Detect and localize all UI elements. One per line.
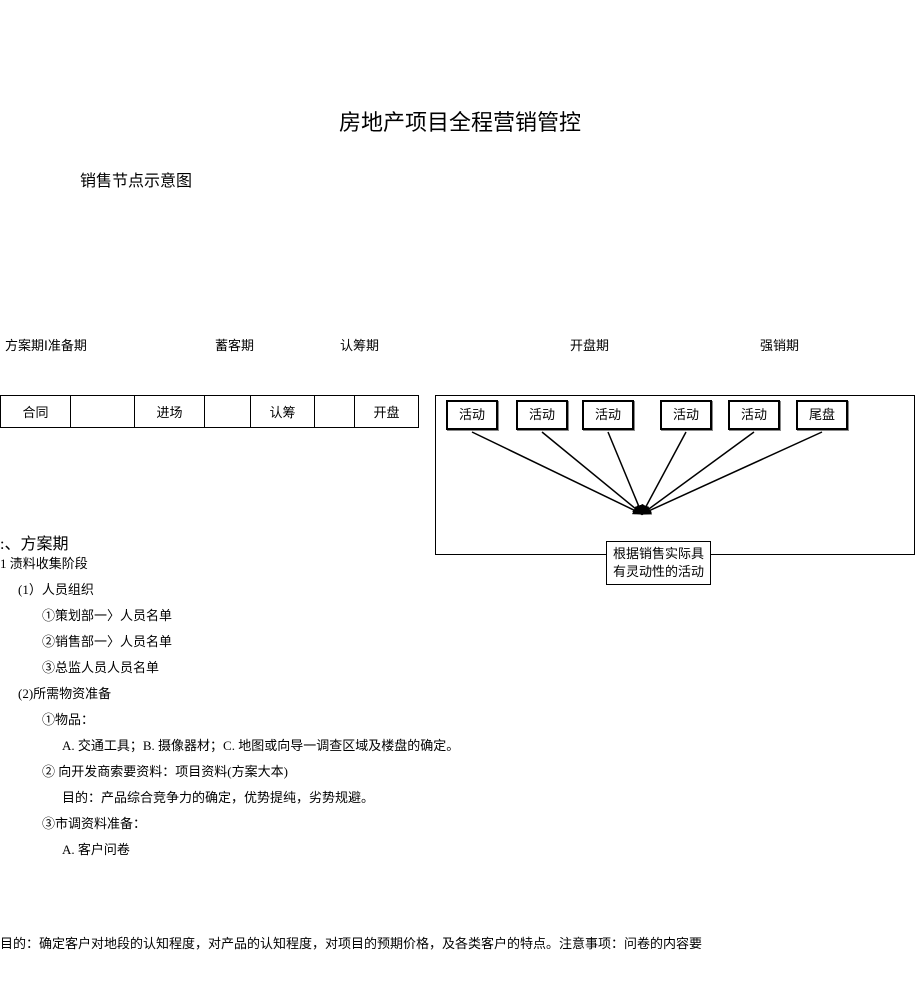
body-content: 1 渍料收集阶段 (1）人员组织 ①策划部一〉人员名单 ②销售部一〉人员名单 ③… (0, 551, 920, 863)
phase-label: 开盘期 (570, 335, 609, 354)
phase-label: 强销期 (760, 335, 799, 354)
milestone-cell (315, 396, 355, 428)
body-line: 目的：确定客户对地段的认知程度，对产品的认知程度，对项目的预期价格，及各类客户的… (0, 935, 760, 953)
body-line: (1）人员组织 (18, 577, 920, 603)
phase-label: 蓄客期 (215, 335, 254, 354)
body-line: 1 渍料收集阶段 (0, 551, 920, 577)
milestones-table: 合同 进场 认筹 开盘 (0, 395, 419, 428)
body-line: ①策划部一〉人员名单 (42, 603, 920, 629)
milestone-cell (205, 396, 251, 428)
body-line: 目的：产品综合竞争力的确定，优势提纯，劣势规避。 (62, 785, 920, 811)
milestone-cell: 开盘 (355, 396, 419, 428)
milestone-cell (71, 396, 135, 428)
phase-label: 认筹期 (340, 335, 379, 354)
body-footer: 目的：确定客户对地段的认知程度，对产品的认知程度，对项目的预期价格，及各类客户的… (0, 935, 920, 953)
page-title: 房地产项目全程营销管控 (0, 105, 920, 137)
phase-label: 方案期Ⅰ准备期 (5, 335, 87, 354)
body-line: (2)所需物资准备 (18, 681, 920, 707)
milestone-cell: 合同 (1, 396, 71, 428)
body-line: ③市调资料准备： (42, 811, 920, 837)
arrows-svg (436, 396, 916, 556)
activities-container: 活动 活动 活动 活动 活动 尾盘 根据销售实际具 有灵动性的活动 (435, 395, 915, 555)
body-line: A. 交通工具；B. 摄像器材；C. 地图或向导一调查区域及楼盘的确定。 (62, 733, 920, 759)
body-line: ② 向开发商索要资料：项目资料(方案大本) (42, 759, 920, 785)
body-line: A. 客户问卷 (62, 837, 920, 863)
milestone-cell: 认筹 (251, 396, 315, 428)
body-line: ②销售部一〉人员名单 (42, 629, 920, 655)
milestone-cell: 进场 (135, 396, 205, 428)
body-line: ③总监人员人员名单 (42, 655, 920, 681)
subtitle: 销售节点示意图 (80, 167, 920, 191)
body-line: ①物品： (42, 707, 920, 733)
